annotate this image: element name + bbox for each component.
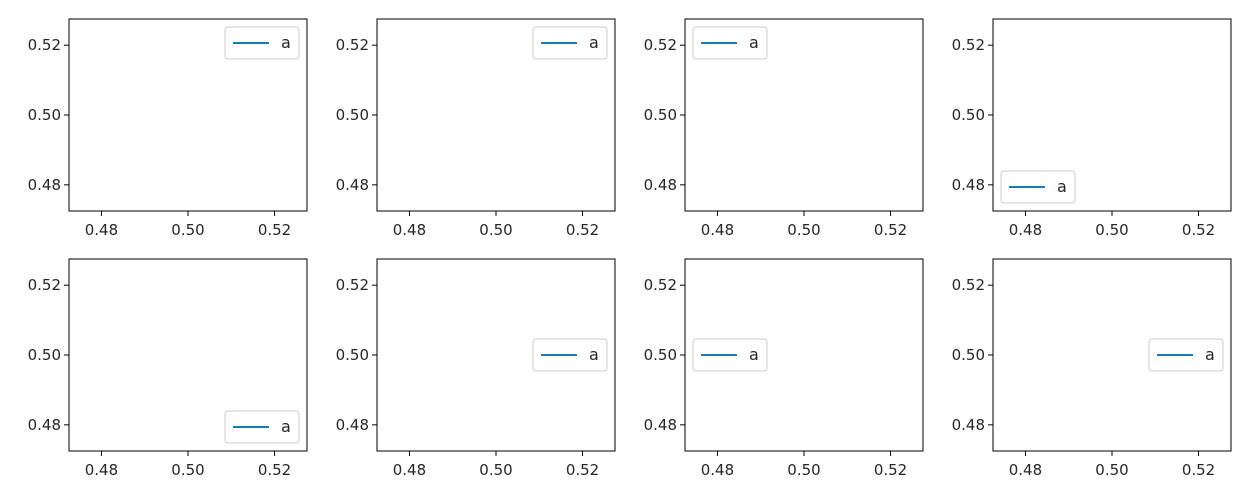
y-tick-label: 0.50 (336, 106, 369, 124)
y-tick-label: 0.52 (644, 276, 677, 294)
legend-label: a (1205, 345, 1215, 364)
x-tick-label: 0.48 (393, 221, 426, 239)
x-tick-label: 0.52 (258, 221, 291, 239)
y-tick-label: 0.50 (336, 346, 369, 364)
y-tick-label: 0.50 (644, 346, 677, 364)
legend: a (532, 26, 608, 60)
x-tick-label: 0.50 (1095, 461, 1128, 479)
legend-label: a (589, 33, 599, 52)
y-tick-label: 0.48 (336, 176, 369, 194)
legend: a (224, 410, 300, 444)
y-tick-label: 0.48 (952, 176, 985, 194)
y-tick-label: 0.52 (644, 36, 677, 54)
subplot-4: 0.48 0.50 0.52 0.48 0.50 0.52 a (952, 18, 1232, 239)
x-tick-label: 0.48 (85, 221, 118, 239)
legend-label: a (281, 33, 291, 52)
subplot-2: 0.48 0.50 0.52 0.48 0.50 0.52 a (336, 18, 616, 239)
x-tick-label: 0.52 (1182, 221, 1215, 239)
subplot-1: 0.48 0.50 0.52 0.48 0.50 0.52 a (28, 18, 308, 239)
x-tick-label: 0.52 (566, 221, 599, 239)
subplot-7: 0.48 0.50 0.52 0.48 0.50 0.52 a (644, 258, 924, 479)
y-tick-label: 0.48 (644, 416, 677, 434)
y-tick-label: 0.50 (952, 106, 985, 124)
y-tick-label: 0.50 (28, 346, 61, 364)
x-tick-label: 0.50 (479, 461, 512, 479)
x-tick-label: 0.50 (171, 461, 204, 479)
legend-label: a (749, 345, 759, 364)
x-tick-label: 0.52 (566, 461, 599, 479)
legend: a (224, 26, 300, 60)
y-tick-label: 0.50 (28, 106, 61, 124)
x-tick-label: 0.52 (874, 221, 907, 239)
y-tick-label: 0.52 (336, 36, 369, 54)
legend: a (532, 338, 608, 372)
subplot-6: 0.48 0.50 0.52 0.48 0.50 0.52 a (336, 258, 616, 479)
x-tick-label: 0.52 (1182, 461, 1215, 479)
y-tick-label: 0.52 (28, 276, 61, 294)
y-tick-label: 0.48 (28, 176, 61, 194)
legend-label: a (589, 345, 599, 364)
x-tick-label: 0.50 (171, 221, 204, 239)
legend: a (692, 338, 768, 372)
subplot-5: 0.48 0.50 0.52 0.48 0.50 0.52 a (28, 258, 308, 479)
legend-label: a (281, 417, 291, 436)
x-tick-label: 0.50 (479, 221, 512, 239)
x-tick-label: 0.52 (874, 461, 907, 479)
x-tick-label: 0.48 (1009, 461, 1042, 479)
x-tick-label: 0.48 (85, 461, 118, 479)
y-tick-label: 0.52 (952, 36, 985, 54)
x-tick-label: 0.50 (1095, 221, 1128, 239)
y-tick-label: 0.52 (336, 276, 369, 294)
y-tick-label: 0.48 (336, 416, 369, 434)
subplot-8: 0.48 0.50 0.52 0.48 0.50 0.52 a (952, 258, 1232, 479)
legend-label: a (1057, 177, 1067, 196)
y-tick-label: 0.48 (952, 416, 985, 434)
legend-label: a (749, 33, 759, 52)
subplot-3: 0.48 0.50 0.52 0.48 0.50 0.52 a (644, 18, 924, 239)
x-tick-label: 0.52 (258, 461, 291, 479)
x-tick-label: 0.48 (393, 461, 426, 479)
y-tick-label: 0.52 (952, 276, 985, 294)
y-tick-label: 0.48 (28, 416, 61, 434)
x-tick-label: 0.50 (787, 461, 820, 479)
x-tick-label: 0.48 (701, 461, 734, 479)
y-tick-label: 0.50 (952, 346, 985, 364)
x-tick-label: 0.48 (701, 221, 734, 239)
x-tick-label: 0.48 (1009, 221, 1042, 239)
y-tick-label: 0.52 (28, 36, 61, 54)
y-tick-label: 0.48 (644, 176, 677, 194)
x-tick-label: 0.50 (787, 221, 820, 239)
legend: a (1000, 170, 1076, 204)
y-tick-label: 0.50 (644, 106, 677, 124)
legend: a (1148, 338, 1224, 372)
legend: a (692, 26, 768, 60)
